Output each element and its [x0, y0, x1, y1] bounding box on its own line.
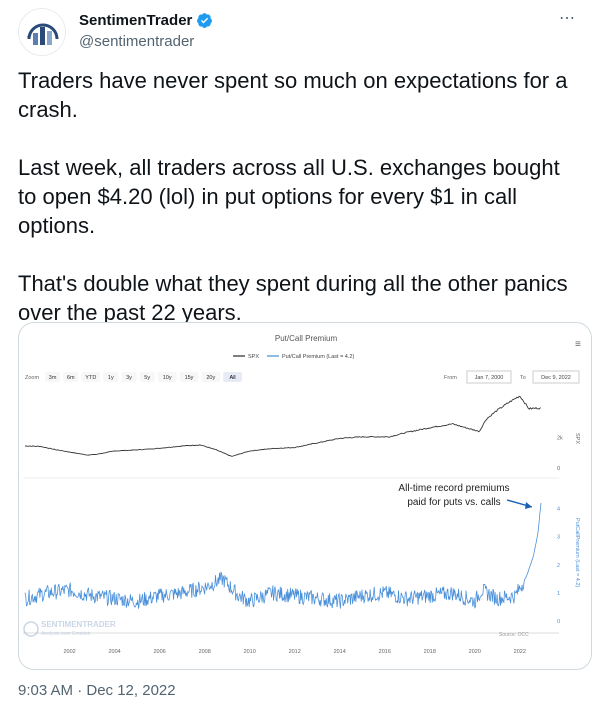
legend-label-pcp: Put/Call Premium (Last = 4.2) [282, 354, 354, 360]
right-tick-label: 4 [557, 507, 560, 513]
zoom-button[interactable] [45, 372, 61, 382]
x-axis-ticks: 2002 2004 2006 2008 2010 2012 2014 2016 2018 2020… [63, 649, 525, 655]
x-tick-label: 2018 [424, 649, 436, 655]
right-tick-label: 2k [557, 436, 563, 442]
right-tick-label: 3 [557, 535, 560, 541]
chart-source: Source: OCC [499, 632, 529, 638]
tweet-paragraph: Traders have never spent so much on expe… [18, 68, 568, 122]
x-tick-label: 2012 [289, 649, 301, 655]
zoom-button[interactable] [179, 372, 199, 382]
zoom-button-label[interactable]: 20y [206, 375, 215, 381]
watermark: SENTIMENTRADER Analysis over Emotion [23, 620, 116, 637]
to-label: To [520, 375, 526, 381]
tweet-paragraph: Last week, all traders across all U.S. e… [18, 155, 560, 238]
to-date-input[interactable] [532, 370, 580, 384]
display-name[interactable]: SentimenTrader [79, 12, 193, 29]
tweet-text: Traders have never spent so much on expe… [18, 66, 578, 327]
from-date-value: Jan 7, 2000 [475, 375, 504, 381]
chart-title: Put/Call Premium [275, 334, 338, 343]
annotation-line-1: All-time record premiums [398, 483, 509, 494]
tweet-header: SentimenTrader @sentimentrader ⋯ [18, 8, 578, 56]
watermark-logo-text: SENTIMENTRADER [41, 620, 116, 629]
chart-menu-icon[interactable]: ≡ [575, 339, 581, 350]
zoom-button-label[interactable]: All [230, 375, 236, 381]
zoom-button-label[interactable]: 1y [108, 375, 114, 381]
zoom-button-label[interactable]: 10y [163, 375, 172, 381]
zoom-button[interactable] [81, 372, 101, 382]
zoom-button[interactable] [223, 372, 242, 382]
right-tick-label: 0 [557, 466, 560, 472]
sentimentrader-logo-icon [19, 9, 65, 55]
zoom-button-label[interactable]: 6m [67, 375, 75, 381]
x-tick-label: 2014 [334, 649, 346, 655]
right-axis-label-pcp: PutCallPremium (Last = 4.2) [574, 518, 580, 587]
from-label: From [444, 375, 457, 381]
x-tick-label: 2008 [199, 649, 211, 655]
zoom-button-label[interactable]: YTD [85, 375, 96, 381]
right-tick-label: 0 [557, 619, 560, 625]
zoom-button-label[interactable]: 15y [185, 375, 194, 381]
right-axis-ticks: 2k 0 0 1 2 3 4 [557, 436, 563, 625]
x-tick-label: 2020 [469, 649, 481, 655]
zoom-button-label[interactable]: 3y [126, 375, 132, 381]
avatar[interactable] [18, 8, 66, 56]
x-tick-label: 2010 [244, 649, 256, 655]
author-name-row: SentimenTrader [79, 12, 213, 29]
to-date-value: Dec 9, 2022 [541, 375, 571, 381]
tweet-paragraph: That's double what they spent during all… [18, 271, 568, 325]
x-tick-label: 2002 [63, 649, 75, 655]
zoom-button-label[interactable]: 5y [144, 375, 150, 381]
legend-label-spx: SPX [248, 354, 259, 360]
x-tick-label: 2016 [379, 649, 391, 655]
x-tick-label: 2006 [153, 649, 165, 655]
right-tick-label: 2 [557, 563, 560, 569]
series-pcp-line [24, 502, 542, 609]
zoom-button[interactable] [157, 372, 177, 382]
more-options-icon[interactable]: ⋯ [559, 10, 576, 27]
zoom-button[interactable] [121, 372, 137, 382]
zoom-button[interactable] [201, 372, 221, 382]
zoom-buttons: 3m 6m YTD 1y 3y 5y 10y 15y 20y All [45, 372, 242, 382]
zoom-button[interactable] [63, 372, 79, 382]
right-tick-label: 1 [557, 591, 560, 597]
zoom-button[interactable] [139, 372, 155, 382]
right-axis-label-spx: SPX [574, 433, 580, 444]
annotation-line-2: paid for puts vs. calls [407, 497, 500, 508]
author-handle[interactable]: @sentimentrader [79, 33, 195, 50]
watermark-tagline: Analysis over Emotion [41, 631, 91, 637]
zoom-button[interactable] [103, 372, 119, 382]
tweet-timestamp[interactable]: 9:03 AM · Dec 12, 2022 [18, 682, 176, 699]
verified-badge-icon [197, 13, 213, 28]
annotation-arrowhead-icon [525, 502, 532, 509]
watermark-logo-icon [23, 621, 39, 637]
chart-svg: Put/Call Premium SPX Put/Call Premium (L… [23, 334, 581, 655]
zoom-button-label[interactable]: 3m [49, 375, 57, 381]
series-spx-line [25, 395, 541, 457]
x-tick-label: 2022 [514, 649, 526, 655]
tweet-media-chart[interactable]: Put/Call Premium SPX Put/Call Premium (L… [18, 322, 592, 670]
zoom-label: Zoom [25, 375, 39, 381]
from-date-input[interactable] [466, 370, 512, 384]
x-tick-label: 2004 [108, 649, 120, 655]
